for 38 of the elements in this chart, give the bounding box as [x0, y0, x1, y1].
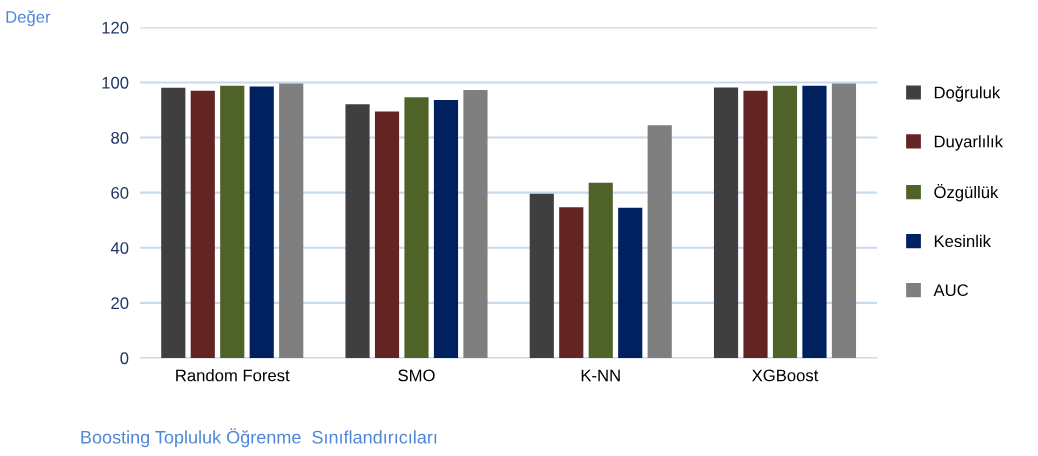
bar: [802, 85, 827, 358]
x-tick-label: XGBoost: [752, 369, 819, 382]
bar: [463, 89, 488, 358]
x-tick-label: Random Forest: [176, 369, 290, 382]
bar: [559, 207, 584, 358]
x-axis-title: Boosting Topluluk Öğrenme Sınıflandırıcıları: [81, 428, 437, 448]
x-tick-label: K-NN: [581, 369, 620, 382]
y-tick-label: 120: [102, 21, 129, 34]
legend-label: Özgüllük: [934, 184, 999, 202]
legend-label: Kesinlik: [934, 234, 991, 248]
bar: [249, 86, 274, 358]
y-tick-label: 40: [110, 242, 129, 254]
legend-label: Duyarlılık: [934, 135, 1003, 151]
y-tick-label: 20: [111, 297, 129, 310]
y-tick-label: 0: [120, 352, 129, 365]
bar: [220, 85, 245, 358]
legend-label: AUC: [933, 284, 969, 297]
bar: [161, 87, 186, 358]
bar: [618, 207, 643, 358]
y-tick-label: 60: [111, 187, 129, 199]
bar: [374, 111, 400, 358]
bar: [831, 83, 857, 358]
bar: [433, 100, 459, 358]
bar: [529, 193, 554, 358]
y-axis-title: Değer: [6, 10, 51, 27]
bar: [647, 125, 672, 358]
bar: [743, 90, 768, 358]
legend-label: Doğruluk: [934, 85, 1001, 102]
bar: [279, 83, 304, 358]
bar: [190, 90, 215, 358]
bar: [713, 87, 739, 358]
bar: [404, 97, 429, 358]
bar: [772, 85, 798, 358]
y-tick-label: 80: [111, 131, 129, 144]
x-tick-label: SMO: [398, 369, 435, 382]
bar: [588, 182, 613, 358]
bar: [345, 104, 370, 358]
y-tick-label: 100: [102, 76, 129, 89]
